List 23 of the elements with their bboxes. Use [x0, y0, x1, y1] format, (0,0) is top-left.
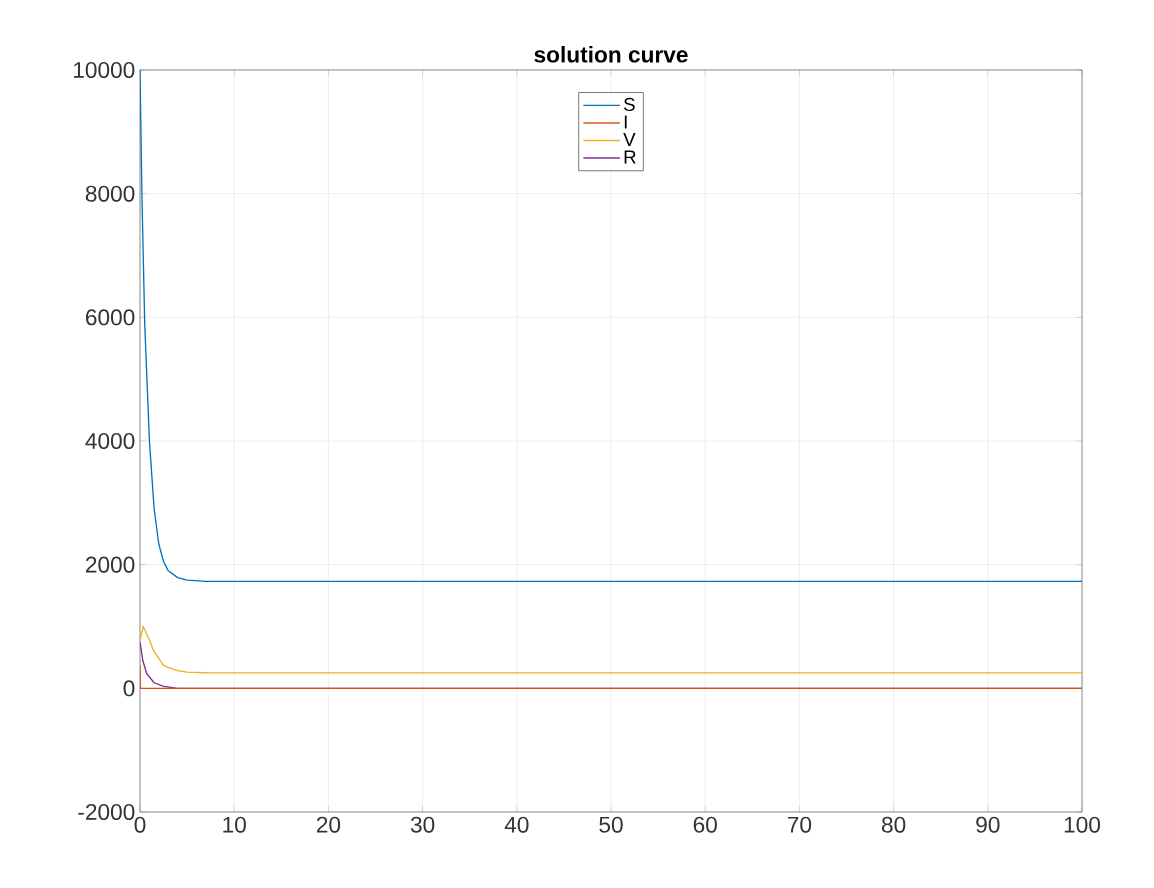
x-tick-label: 30 [410, 816, 435, 833]
y-tick-label: 10000 [74, 61, 135, 79]
y-tick-label: 0 [123, 680, 135, 697]
x-tick-label: 50 [599, 816, 623, 833]
y-tick-label: 8000 [85, 185, 135, 202]
y-tick-label: -2000 [78, 803, 135, 821]
x-tick-label: 10 [223, 816, 246, 833]
x-tick-label: 40 [504, 816, 529, 833]
x-tick-label: 20 [316, 816, 341, 833]
legend-label: V [623, 133, 636, 146]
legend-label: S [624, 97, 635, 112]
x-tick-label: 80 [881, 816, 906, 833]
legend-label: R [624, 150, 636, 164]
x-tick-label: 70 [787, 816, 812, 833]
y-tick-label: 4000 [85, 432, 135, 450]
x-tick-label: 90 [976, 816, 1000, 833]
y-tick-label: 6000 [86, 309, 135, 326]
x-tick-label: 0 [134, 816, 146, 833]
legend-label: I [624, 115, 627, 129]
y-tick-label: 2000 [86, 556, 135, 573]
x-tick-label: 60 [693, 816, 717, 833]
x-tick-label: 100 [1064, 816, 1101, 833]
chart-title: solution curve [534, 45, 688, 63]
